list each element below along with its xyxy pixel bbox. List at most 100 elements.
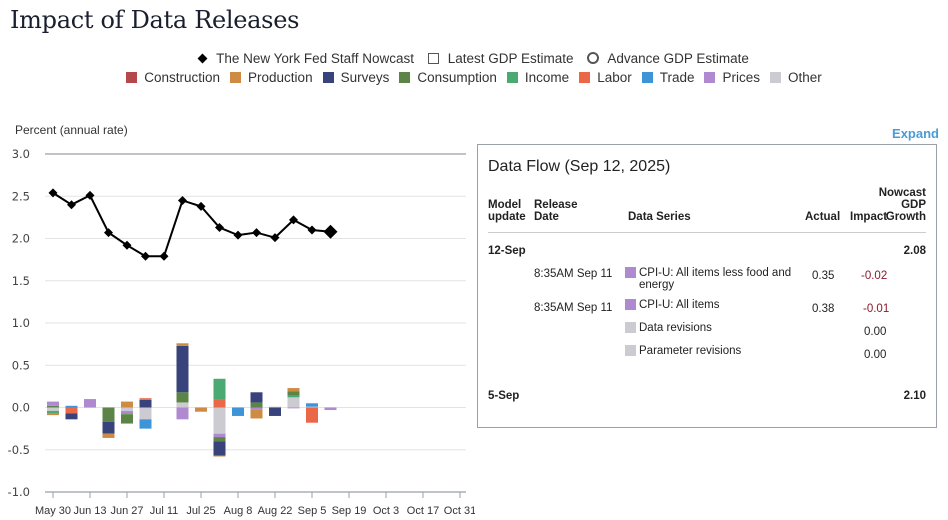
x-tick-label: Jul 25: [186, 505, 215, 517]
bar-segment-prices: [84, 399, 96, 408]
bar-segment-consumption: [102, 407, 115, 422]
data-flow-title: Data Flow (Sep 12, 2025): [488, 158, 671, 175]
bar-segment-prices: [47, 401, 59, 406]
x-tick-label: Sep 19: [332, 505, 367, 517]
bar-segment-prices: [324, 407, 337, 411]
legend-item-labor[interactable]: Labor: [579, 70, 632, 85]
circle-outline-icon: [587, 51, 600, 64]
y-tick-label: 0.0: [12, 401, 30, 415]
header-model-update: Model update: [488, 199, 526, 223]
y-tick-label: 2.0: [12, 232, 30, 246]
nowcast-point: [307, 225, 317, 235]
y-tick-label: 1.5: [12, 274, 30, 288]
other-swatch-icon: [625, 322, 636, 333]
legend-label: Other: [788, 69, 822, 85]
impact-value: 0.00: [864, 349, 887, 361]
bar-segment-consumption: [287, 391, 300, 396]
x-tick-label: Jun 27: [110, 505, 143, 517]
nowcast-point: [67, 200, 76, 210]
release-date: 8:35AM Sep 11: [534, 302, 613, 314]
bar-segment-labor: [139, 398, 152, 400]
y-axis-label: Percent (annual rate): [15, 123, 128, 137]
header-nowcast: Nowcast GDP Growth: [878, 187, 926, 223]
labor-swatch-icon: [579, 71, 591, 83]
bar-segment-production: [287, 388, 300, 392]
y-tick-label: 2.5: [12, 189, 30, 203]
prices-swatch-icon: [625, 267, 636, 278]
prices-swatch-icon: [704, 71, 716, 83]
bar-segment-consumption: [213, 437, 226, 442]
legend-item-nowcast[interactable]: The New York Fed Staff Nowcast: [197, 50, 414, 66]
production-swatch-icon: [230, 71, 242, 83]
nowcast-point: [85, 190, 95, 200]
model-update-date: 5-Sep: [488, 390, 520, 402]
bar-segment-production: [213, 455, 226, 457]
legend-item-construction[interactable]: Construction: [126, 70, 220, 85]
legend-label: Income: [524, 69, 570, 85]
legend-item-prices[interactable]: Prices: [704, 70, 760, 85]
bar-segment-income: [213, 378, 226, 400]
legend-label: The New York Fed Staff Nowcast: [216, 50, 414, 66]
x-tick-label: May 30: [35, 505, 71, 517]
legend-item-consumption[interactable]: Consumption: [399, 70, 497, 85]
bar-segment-other: [176, 402, 189, 408]
header-impact: Impact: [850, 211, 888, 223]
bar-segment-trade: [232, 407, 244, 416]
x-tick-label: Oct 17: [407, 505, 439, 517]
legend-item-latest-gdp[interactable]: Latest GDP Estimate: [427, 51, 574, 66]
bar-segment-consumption: [47, 405, 59, 408]
data-series[interactable]: CPI-U: All items: [625, 299, 799, 311]
bar-segment-production: [176, 343, 189, 346]
x-tick-label: Oct 3: [373, 505, 399, 517]
surveys-swatch-icon: [322, 71, 334, 83]
bar-segment-labor: [306, 407, 318, 423]
legend-label: Labor: [597, 69, 632, 85]
bar-segment-income: [121, 413, 133, 415]
nowcast-point: [141, 251, 150, 261]
data-series[interactable]: Parameter revisions: [625, 345, 799, 357]
data-flow-panel: Data Flow (Sep 12, 2025) Model update Rel…: [477, 144, 937, 428]
expand-link[interactable]: Expand: [892, 126, 939, 141]
bar-segment-trade: [139, 419, 152, 429]
bar-segment-income: [47, 410, 59, 414]
nowcast-point: [323, 224, 338, 239]
bar-segment-trade: [306, 403, 318, 407]
nowcast-point: [104, 228, 113, 238]
y-tick-label: 0.5: [12, 358, 30, 372]
header-release-date: Release Date: [534, 199, 578, 223]
bar-segment-surveys: [176, 345, 189, 393]
bar-segment-consumption: [176, 392, 189, 403]
bar-segment-production: [47, 413, 59, 416]
nowcast-point: [289, 215, 298, 225]
other-swatch-icon: [770, 71, 781, 83]
impact-value: -0.02: [861, 270, 888, 282]
bar-segment-other: [139, 407, 152, 420]
bar-segment-prices: [121, 410, 133, 414]
legend-item-advance-gdp[interactable]: Advance GDP Estimate: [587, 51, 749, 66]
data-series[interactable]: CPI-U: All items less food and energy: [625, 267, 799, 291]
x-tick-label: Oct 31: [444, 505, 475, 517]
legend-label: Prices: [722, 69, 760, 85]
legend-label: Surveys: [340, 69, 390, 85]
construction-swatch-icon: [126, 71, 138, 83]
nowcast-point: [122, 240, 132, 250]
data-series[interactable]: Data revisions: [625, 322, 799, 334]
legend-item-trade[interactable]: Trade: [641, 69, 695, 85]
legend-label: Trade: [659, 69, 695, 85]
legend-item-income[interactable]: Income: [506, 69, 570, 85]
release-date: 8:35AM Sep 11: [534, 268, 613, 280]
x-tick-label: Jul 11: [150, 505, 179, 517]
diamond-icon: [197, 53, 208, 64]
page-title: Impact of Data Releases: [10, 6, 300, 34]
x-tick-label: Sep 5: [298, 505, 327, 517]
legend-label: Consumption: [417, 69, 497, 85]
nowcast-point: [159, 251, 169, 261]
bar-segment-surveys: [139, 399, 152, 408]
legend-item-surveys[interactable]: Surveys: [322, 69, 390, 85]
legend-item-production[interactable]: Production: [230, 70, 313, 85]
nowcast-value: 2.10: [903, 390, 926, 402]
legend-item-other[interactable]: Other: [770, 70, 822, 85]
x-tick-label: Aug 8: [224, 505, 253, 517]
marker-legend: The New York Fed Staff Nowcast Latest GD…: [0, 50, 948, 66]
bar-segment-trade: [65, 405, 78, 408]
